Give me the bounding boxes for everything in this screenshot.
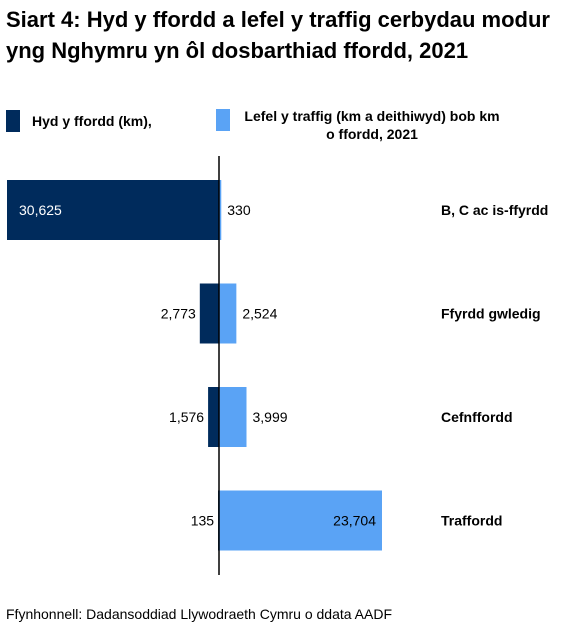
category-label: Ffyrdd gwledig	[441, 306, 541, 322]
bar-traffic	[219, 490, 382, 551]
bar-traffic	[219, 387, 247, 447]
data-label-traffic: 3,999	[252, 409, 287, 425]
data-label-road-length: 30,625	[19, 202, 62, 218]
legend-swatch-road-length	[6, 110, 20, 132]
chart-plot: 30,625 330 B, C ac is-ffyrdd 2,773 2,524 Ffyr…	[7, 156, 548, 575]
chart-title: Siart 4: Hyd y ffordd a lefel y traffig …	[6, 7, 550, 63]
bar-road-length	[7, 180, 219, 240]
category-label: Cefnffordd	[441, 409, 513, 425]
bar-traffic	[219, 180, 222, 240]
data-label-road-length: 2,773	[161, 306, 196, 322]
bar-road-length	[208, 387, 219, 447]
source-note: Ffynhonnell: Dadansoddiad Llywodraeth Cy…	[6, 606, 392, 622]
legend-swatch-traffic	[216, 109, 230, 131]
data-label-road-length: 135	[191, 513, 215, 529]
category-label: Traffordd	[441, 513, 502, 529]
data-label-traffic: 330	[227, 202, 251, 218]
data-label-traffic: 23,704	[333, 513, 376, 529]
data-label-traffic: 2,524	[242, 306, 277, 322]
bar-road-length	[199, 283, 219, 344]
bar-traffic	[219, 283, 237, 344]
legend-label-traffic: Lefel y traffig (km a deithiwyd) bob km …	[244, 108, 500, 142]
legend-label-road-length: Hyd y ffordd (km),	[32, 113, 152, 129]
data-label-road-length: 1,576	[169, 409, 204, 425]
category-label: B, C ac is-ffyrdd	[441, 202, 548, 218]
